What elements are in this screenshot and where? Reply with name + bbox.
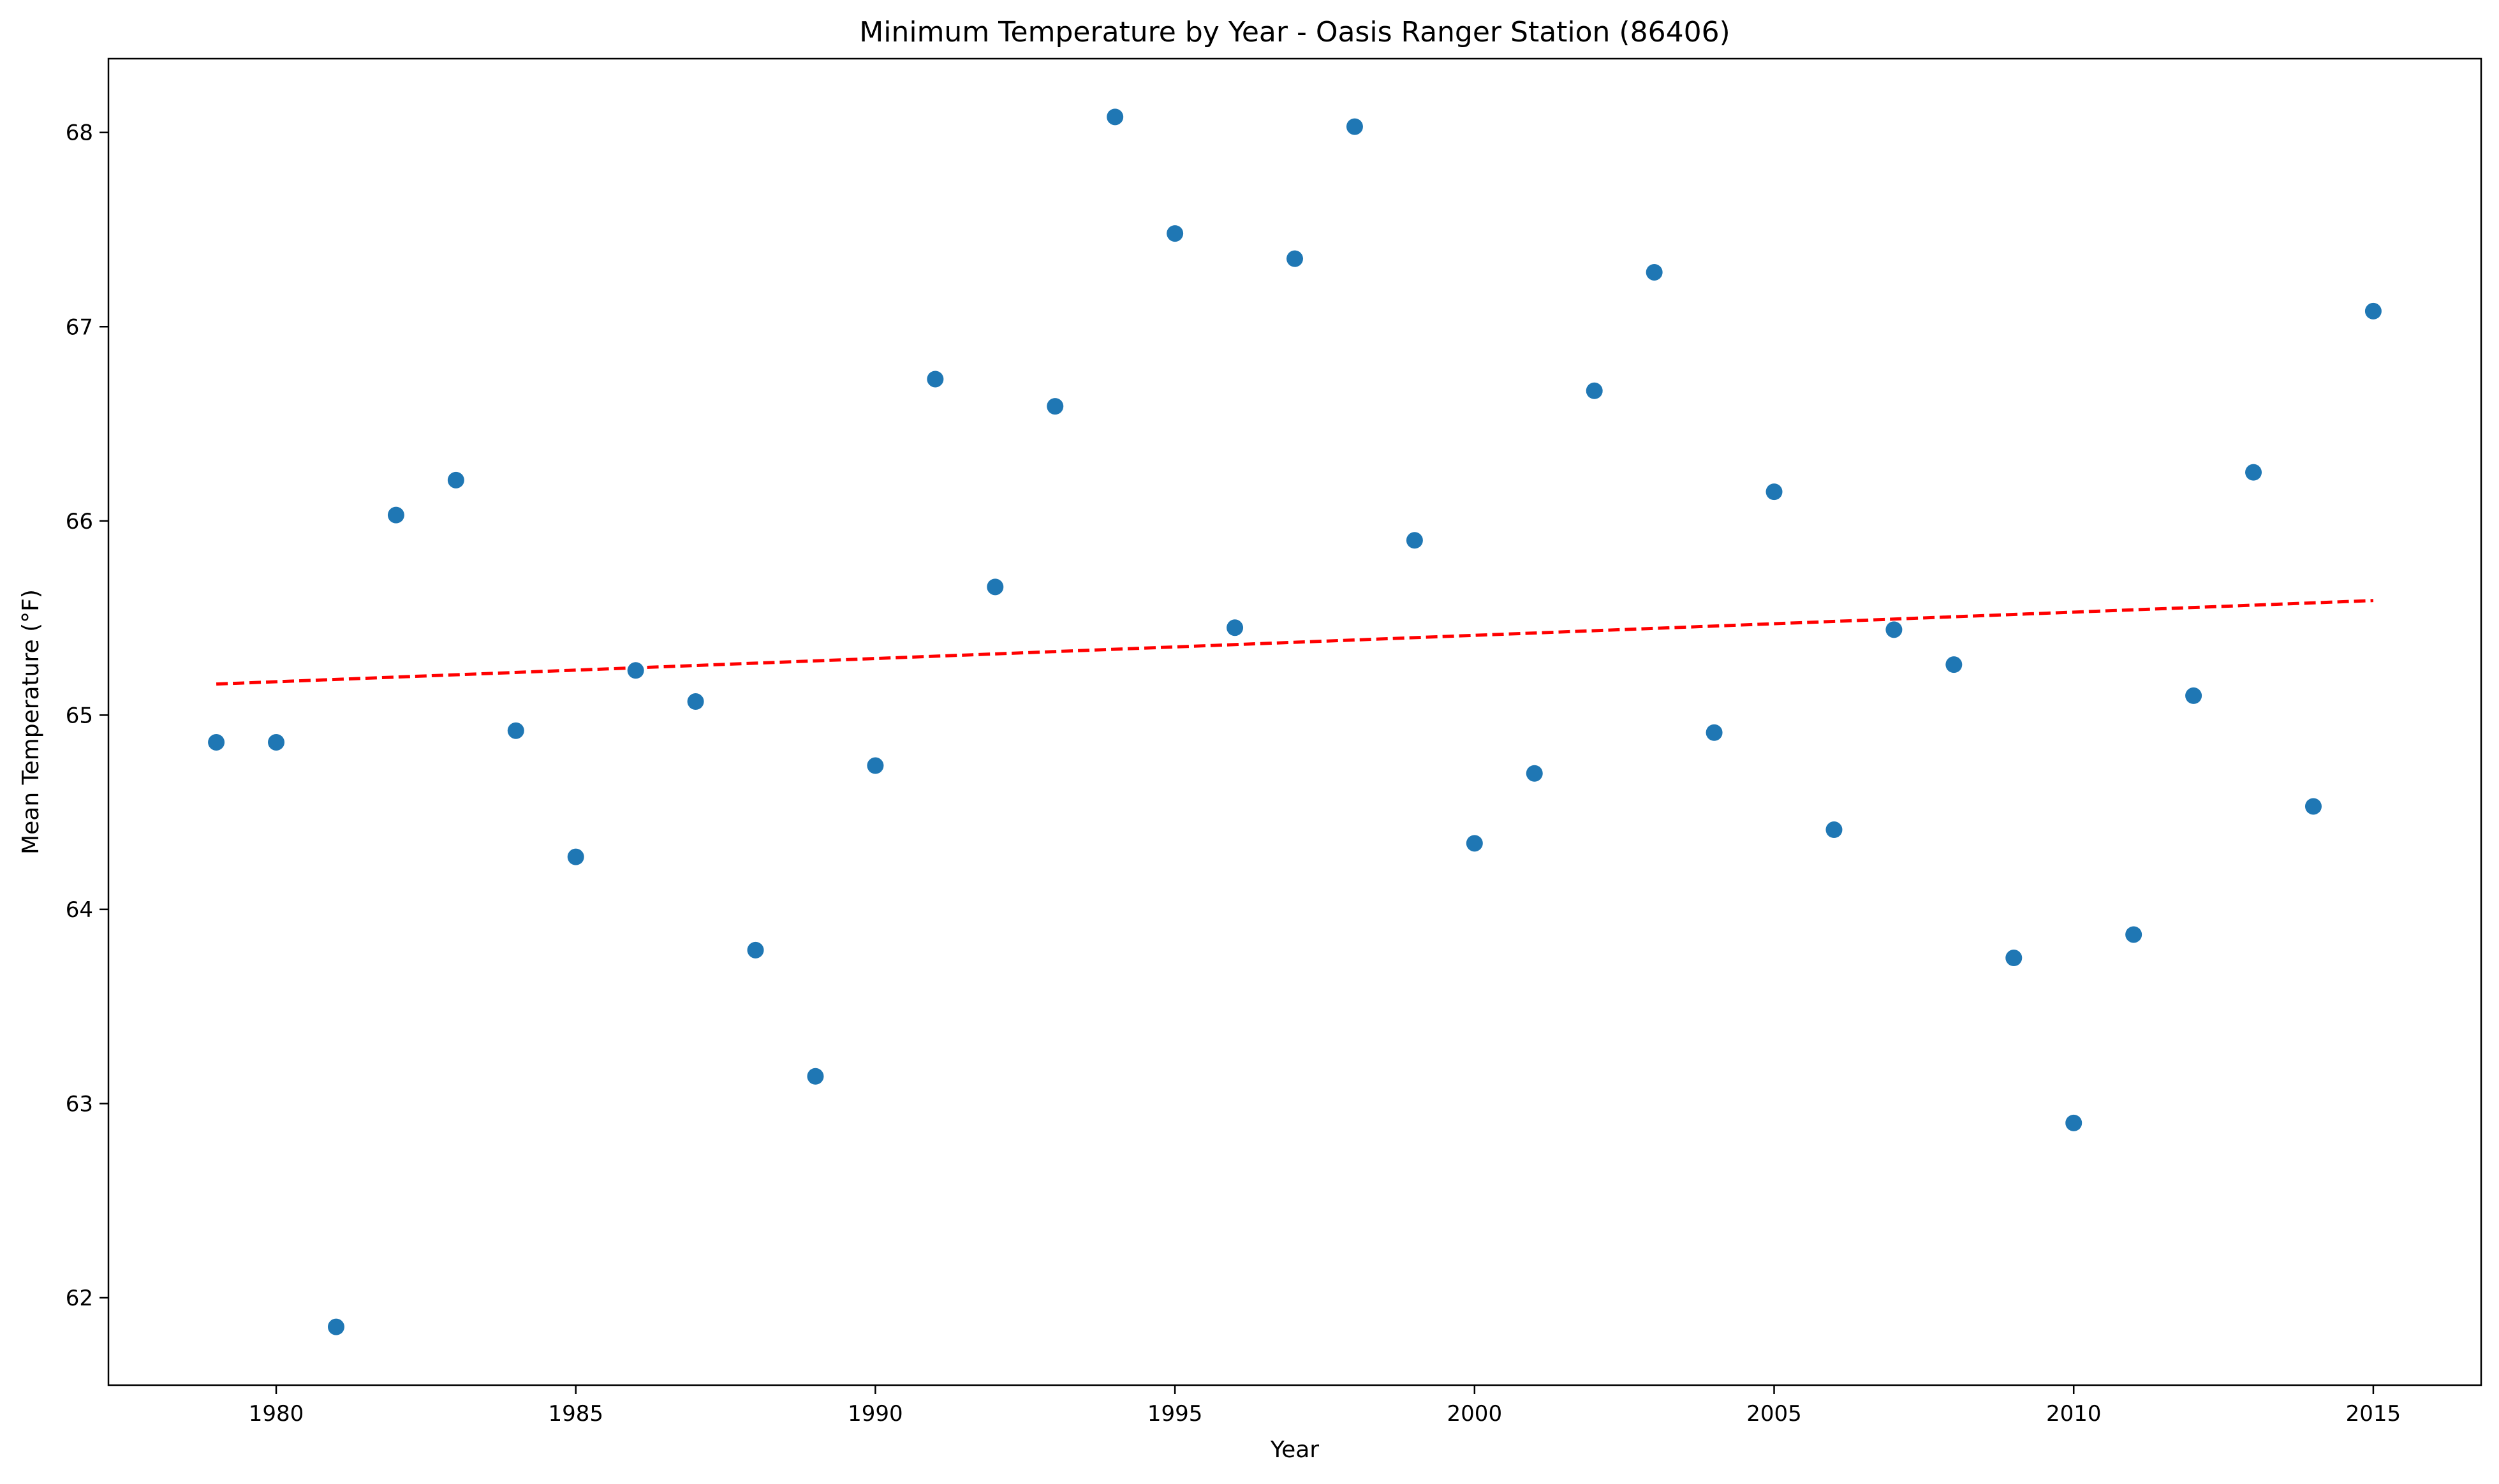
data-point xyxy=(2125,926,2142,943)
x-tick-label: 2000 xyxy=(1447,1401,1503,1427)
x-tick-label: 1980 xyxy=(249,1401,304,1427)
data-point xyxy=(1885,621,1903,638)
x-tick-label: 1995 xyxy=(1147,1401,1203,1427)
plot-frame xyxy=(107,57,2482,1386)
data-point xyxy=(507,722,524,739)
data-point xyxy=(1167,225,1184,242)
trend-line xyxy=(216,599,2374,686)
data-point xyxy=(1945,656,1963,673)
x-tick-label: 1990 xyxy=(848,1401,903,1427)
y-tick-label: 62 xyxy=(66,1286,93,1311)
x-tick-label: 1985 xyxy=(548,1401,603,1427)
data-point xyxy=(627,662,644,679)
y-tick-label: 64 xyxy=(66,897,93,923)
y-tick-label: 67 xyxy=(66,314,93,340)
chart-title: Minimum Temperature by Year - Oasis Rang… xyxy=(859,16,1730,48)
y-tick-label: 65 xyxy=(66,703,93,728)
data-point xyxy=(1047,398,1064,415)
data-point xyxy=(208,733,225,751)
data-point xyxy=(327,1318,344,1335)
x-axis: 1980 1985 1990 1995 2000 2005 2010 2015 xyxy=(249,1385,2401,1427)
data-point xyxy=(1526,765,1543,782)
data-point xyxy=(687,693,704,710)
plot-area: 1980 1985 1990 1995 2000 2005 2010 2015 6263646… xyxy=(66,57,2482,1427)
y-tick-label: 68 xyxy=(66,121,93,146)
data-point xyxy=(1227,619,1244,636)
data-point xyxy=(867,757,884,774)
data-point xyxy=(1406,532,1423,549)
y-axis: 62 63 64 65 66 67 68 xyxy=(66,121,108,1311)
data-point xyxy=(1766,483,1783,501)
data-point xyxy=(268,733,285,751)
data-point xyxy=(1706,724,1723,741)
data-point xyxy=(1466,835,1483,852)
data-point xyxy=(2304,798,2322,815)
data-point xyxy=(567,848,584,865)
data-point xyxy=(447,471,464,489)
data-point xyxy=(2364,302,2382,320)
data-point xyxy=(1586,382,1603,399)
x-tick-label: 2015 xyxy=(2346,1401,2401,1427)
y-tick-label: 66 xyxy=(66,509,93,534)
x-tick-label: 2010 xyxy=(2046,1401,2102,1427)
data-point xyxy=(387,506,404,524)
data-point xyxy=(2185,687,2202,704)
data-point xyxy=(2245,464,2262,481)
data-point xyxy=(2005,950,2023,967)
y-tick-label: 63 xyxy=(66,1091,93,1117)
data-point xyxy=(747,941,764,959)
data-point xyxy=(1346,118,1363,135)
data-point xyxy=(927,371,944,388)
data-point xyxy=(1107,108,1124,126)
y-axis-label: Mean Temperature (°F) xyxy=(18,589,44,855)
data-point xyxy=(1646,263,1663,281)
data-point xyxy=(1825,821,1843,839)
x-tick-label: 2005 xyxy=(1746,1401,1802,1427)
data-point xyxy=(987,578,1004,596)
data-point xyxy=(2065,1114,2082,1131)
trend-line-group xyxy=(216,599,2374,686)
data-point xyxy=(807,1068,824,1085)
data-point xyxy=(1286,250,1303,267)
x-axis-label: Year xyxy=(1270,1437,1319,1463)
data-points xyxy=(208,108,2382,1335)
